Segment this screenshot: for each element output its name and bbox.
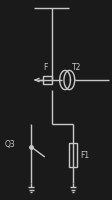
Bar [69,143,77,167]
Text: T2: T2 [72,63,82,72]
Text: Q3: Q3 [4,140,15,148]
Bar [43,76,52,84]
Text: F1: F1 [81,150,90,160]
Text: F: F [44,63,48,72]
